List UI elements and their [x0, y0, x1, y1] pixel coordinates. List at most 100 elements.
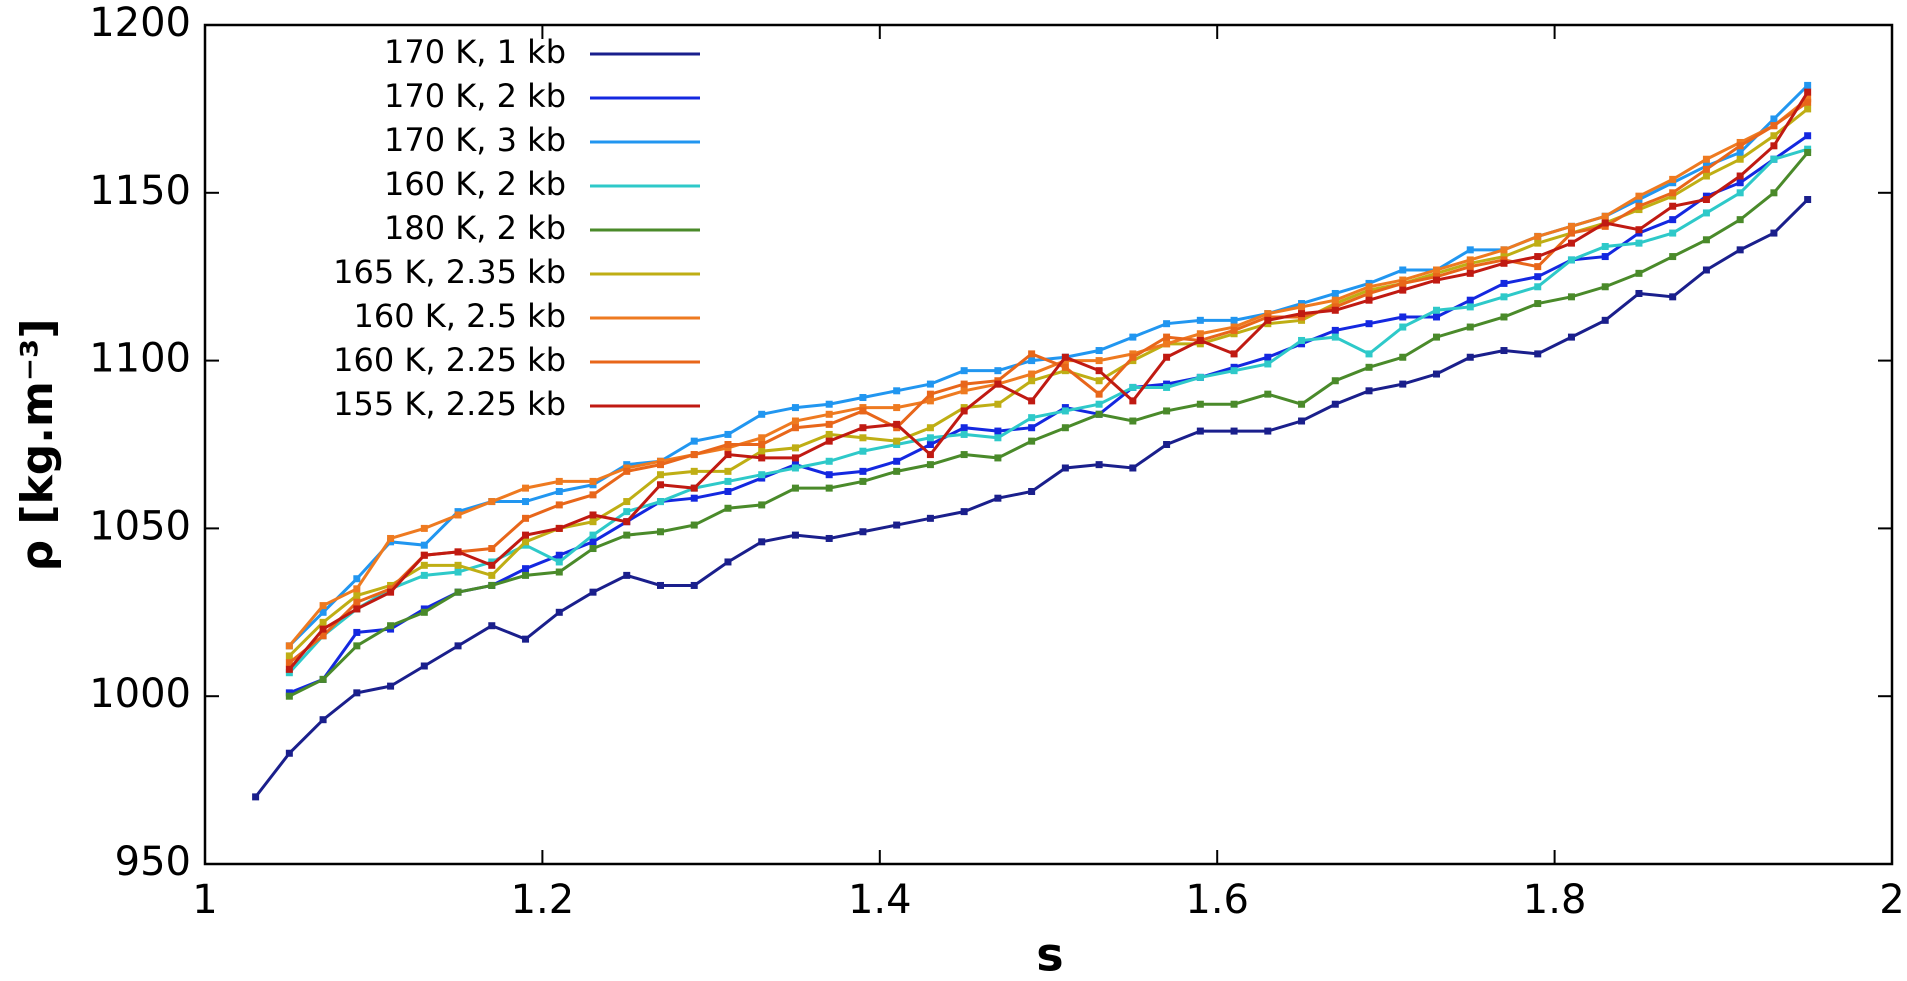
- point: [994, 494, 1002, 502]
- point: [758, 538, 766, 546]
- point: [1702, 236, 1710, 244]
- point: [724, 558, 732, 566]
- x-tick-label: 1.8: [1523, 877, 1587, 923]
- point: [1028, 350, 1036, 358]
- point: [319, 716, 327, 724]
- point: [555, 558, 563, 566]
- point: [420, 524, 428, 532]
- point: [825, 400, 833, 408]
- point: [1669, 202, 1677, 210]
- y-tick-label: 950: [115, 839, 191, 885]
- point: [791, 531, 799, 539]
- point: [1635, 239, 1643, 247]
- point: [1298, 310, 1306, 318]
- point: [1399, 279, 1407, 287]
- point: [1466, 269, 1474, 277]
- point: [1129, 333, 1137, 341]
- point: [724, 504, 732, 512]
- point: [1567, 222, 1575, 230]
- point: [1196, 330, 1204, 338]
- point: [1399, 380, 1407, 388]
- point: [454, 568, 462, 576]
- point: [1669, 175, 1677, 183]
- point: [589, 511, 597, 519]
- point: [1230, 427, 1238, 435]
- y-tick-label: 1000: [89, 671, 191, 717]
- point: [1196, 336, 1204, 344]
- point: [522, 531, 530, 539]
- point: [1804, 196, 1812, 204]
- point: [1163, 407, 1171, 415]
- point: [1129, 353, 1137, 361]
- point: [758, 471, 766, 479]
- y-tick-label: 1100: [89, 336, 191, 382]
- point: [1331, 296, 1339, 304]
- point: [1028, 377, 1036, 385]
- point: [1736, 189, 1744, 197]
- point: [387, 622, 395, 630]
- legend-label: 160 K, 2.5 kb: [354, 297, 566, 335]
- point: [488, 571, 496, 579]
- point: [420, 662, 428, 670]
- point: [960, 424, 968, 432]
- point: [893, 457, 901, 465]
- point: [994, 427, 1002, 435]
- point: [1298, 336, 1306, 344]
- point: [1163, 353, 1171, 361]
- point: [1028, 487, 1036, 495]
- point: [353, 592, 361, 600]
- point: [420, 551, 428, 559]
- point: [926, 397, 934, 405]
- point: [1804, 132, 1812, 140]
- point: [893, 437, 901, 445]
- point: [522, 514, 530, 522]
- point: [1736, 142, 1744, 150]
- point: [1534, 300, 1542, 308]
- point: [1028, 414, 1036, 422]
- point: [791, 484, 799, 492]
- point: [1466, 256, 1474, 264]
- point: [724, 430, 732, 438]
- point: [1601, 316, 1609, 324]
- point: [319, 602, 327, 610]
- point: [589, 545, 597, 553]
- point: [791, 424, 799, 432]
- point: [1736, 155, 1744, 163]
- point: [1230, 326, 1238, 334]
- point: [1331, 400, 1339, 408]
- point: [1230, 367, 1238, 375]
- point: [994, 400, 1002, 408]
- point: [1028, 397, 1036, 405]
- point: [589, 588, 597, 596]
- point: [1163, 383, 1171, 391]
- point: [1669, 189, 1677, 197]
- legend-label: 155 K, 2.25 kb: [333, 385, 566, 423]
- point: [353, 585, 361, 593]
- point: [1298, 303, 1306, 311]
- point: [724, 451, 732, 459]
- point: [1061, 407, 1069, 415]
- point: [623, 467, 631, 475]
- point: [1770, 229, 1778, 237]
- legend-label: 160 K, 2 kb: [384, 165, 566, 203]
- point: [926, 424, 934, 432]
- point: [623, 518, 631, 526]
- point: [1399, 323, 1407, 331]
- point: [926, 451, 934, 459]
- point: [285, 652, 293, 660]
- point: [1433, 333, 1441, 341]
- point: [1500, 279, 1508, 287]
- point: [623, 531, 631, 539]
- point: [1702, 266, 1710, 274]
- point: [758, 447, 766, 455]
- point: [724, 467, 732, 475]
- series-line: [288, 134, 1809, 695]
- point: [994, 454, 1002, 462]
- point: [960, 451, 968, 459]
- point: [1635, 289, 1643, 297]
- legend-label: 160 K, 2.25 kb: [333, 341, 566, 379]
- point: [1095, 410, 1103, 418]
- point: [1196, 427, 1204, 435]
- point: [926, 380, 934, 388]
- point: [859, 477, 867, 485]
